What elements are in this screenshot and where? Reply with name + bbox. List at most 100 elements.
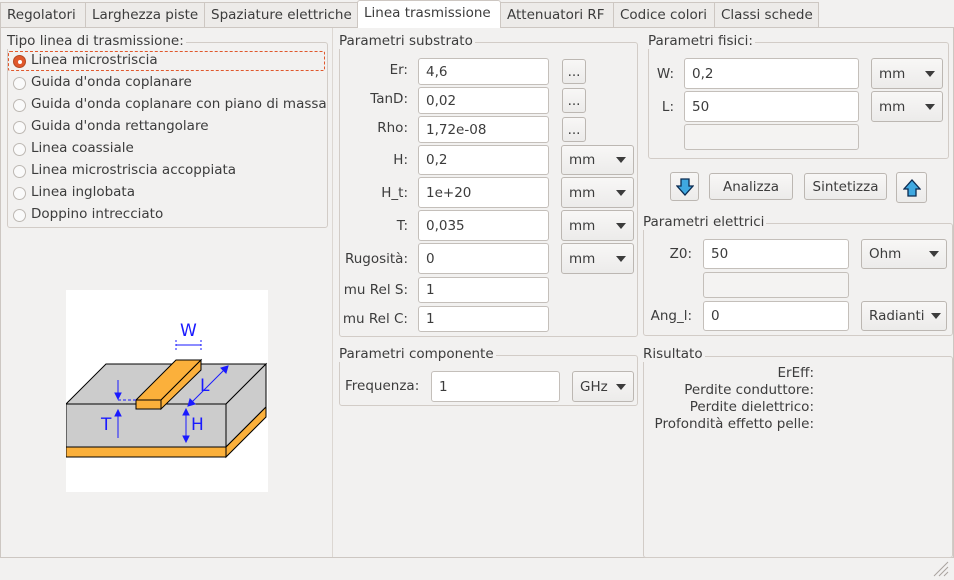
radio-selected-icon (13, 55, 26, 68)
er-label: Er: (389, 62, 408, 78)
tab-larghezza-piste[interactable]: Larghezza piste (85, 2, 205, 28)
substrate-group (339, 42, 638, 337)
z0-label: Z0: (669, 246, 692, 262)
t-input[interactable]: 0,035 (418, 210, 549, 241)
substrate-title: Parametri substrato (339, 33, 475, 49)
arrow-up-icon (902, 178, 921, 197)
radio-icon (13, 77, 26, 90)
mu-rel-s-label: mu Rel S: (343, 282, 408, 298)
result-skin-depth-label: Profondità effetto pelle: (654, 416, 814, 432)
radio-label: Guida d'onda rettangolare (31, 118, 209, 134)
t-unit-select[interactable]: mm (561, 210, 634, 241)
mu-rel-c-input[interactable]: 1 (418, 306, 549, 332)
radio-icon (13, 143, 26, 156)
roughness-input[interactable]: 0 (418, 243, 549, 274)
tand-input[interactable]: 0,02 (418, 87, 549, 114)
mu-rel-s-input[interactable]: 1 (418, 277, 549, 303)
z0-unit-value: Ohm (869, 246, 902, 262)
electrical-group (643, 223, 953, 336)
column-divider (332, 28, 333, 557)
t-label: T: (396, 218, 408, 234)
tab-linea-trasmissione[interactable]: Linea trasmissione (357, 0, 501, 28)
frequency-unit-value: GHz (580, 378, 608, 395)
radio-label: Linea microstriscia accoppiata (31, 162, 237, 178)
focus-ring (8, 51, 325, 71)
tab-attenuatori-rf[interactable]: Attenuatori RF (500, 2, 614, 28)
h-input[interactable]: 0,2 (418, 145, 549, 175)
roughness-label: Rugosità: (344, 251, 408, 267)
l-unit-value: mm (879, 98, 906, 115)
l-label: L: (661, 99, 674, 115)
tab-classi-schede[interactable]: Classi schede (714, 2, 819, 28)
ht-unit-select[interactable]: mm (561, 177, 634, 208)
microstrip-diagram: W L T H (66, 290, 268, 492)
resize-grip-icon[interactable] (932, 561, 950, 577)
h-unit-value: mm (569, 152, 596, 168)
tand-more-button[interactable]: ... (562, 88, 586, 113)
rho-input[interactable]: 1,72e-08 (418, 116, 549, 143)
h-unit-select[interactable]: mm (561, 145, 634, 175)
roughness-unit-value: mm (569, 250, 596, 267)
chevron-down-icon (616, 222, 626, 229)
chevron-down-icon (616, 255, 626, 262)
analyze-button[interactable]: Analizza (709, 173, 793, 200)
result-ereff-label: ErEff: (777, 365, 814, 381)
result-group (643, 356, 953, 558)
er-input[interactable]: 4,6 (418, 58, 549, 85)
electrical-title: Parametri elettrici (643, 214, 767, 230)
result-conductor-loss-label: Perdite conduttore: (684, 382, 814, 398)
t-label: T (100, 415, 112, 435)
analyze-arrow-button[interactable] (670, 172, 699, 201)
synthesize-arrow-button[interactable] (896, 172, 927, 203)
z0-unit-select[interactable]: Ohm (861, 239, 947, 269)
rho-more-button[interactable]: ... (562, 117, 586, 142)
tab-codice-colori[interactable]: Codice colori (613, 2, 715, 28)
radio-icon (13, 99, 26, 112)
l-unit-select[interactable]: mm (871, 91, 943, 122)
physical-extra-field (684, 124, 859, 150)
radio-label: Doppino intrecciato (31, 206, 164, 222)
tab-regolatori[interactable]: Regolatori (0, 2, 86, 28)
tand-label: TanD: (370, 91, 408, 107)
radio-label: Guida d'onda coplanare con piano di mass… (31, 96, 327, 112)
l-input[interactable]: 50 (684, 91, 859, 122)
radio-icon (13, 187, 26, 200)
radio-icon (13, 121, 26, 134)
ang-input[interactable]: 0 (703, 301, 849, 331)
radio-label: Linea inglobata (31, 184, 135, 200)
er-more-button[interactable]: ... (562, 59, 586, 84)
line-type-title: Tipo linea di trasmissione: (7, 33, 186, 49)
w-input[interactable]: 0,2 (684, 58, 859, 89)
chevron-down-icon (931, 313, 941, 319)
chevron-down-icon (616, 383, 626, 390)
physical-title: Parametri fisici: (648, 33, 755, 49)
tab-spaziature-elettriche[interactable]: Spaziature elettriche (204, 2, 358, 28)
synthesize-button[interactable]: Sintetizza (804, 173, 887, 200)
radio-icon (13, 165, 26, 178)
radio-icon (13, 209, 26, 222)
chevron-down-icon (616, 189, 626, 196)
physical-group (648, 42, 949, 159)
t-unit-value: mm (569, 217, 596, 234)
h-label: H: (393, 152, 408, 168)
l-label: L (200, 376, 210, 396)
component-title: Parametri componente (339, 346, 496, 362)
h-label: H (191, 415, 204, 435)
w-label: W: (656, 66, 674, 82)
ang-unit-select[interactable]: Radianti (861, 301, 947, 331)
w-unit-select[interactable]: mm (871, 58, 943, 89)
ht-input[interactable]: 1e+20 (418, 177, 549, 208)
frequency-unit-select[interactable]: GHz (572, 371, 634, 402)
w-label: W (180, 321, 197, 341)
result-dielectric-loss-label: Perdite dielettrico: (689, 399, 814, 415)
roughness-unit-select[interactable]: mm (561, 243, 634, 274)
frequency-input[interactable]: 1 (431, 371, 560, 402)
ht-label: H_t: (381, 185, 408, 201)
chevron-down-icon (925, 70, 935, 77)
z0-input[interactable]: 50 (703, 239, 849, 269)
result-title: Risultato (643, 346, 705, 362)
arrow-down-icon (675, 177, 694, 196)
radio-label: Guida d'onda coplanare (31, 74, 192, 90)
ang-label: Ang_l: (650, 308, 692, 324)
mu-rel-c-label: mu Rel C: (342, 311, 408, 327)
